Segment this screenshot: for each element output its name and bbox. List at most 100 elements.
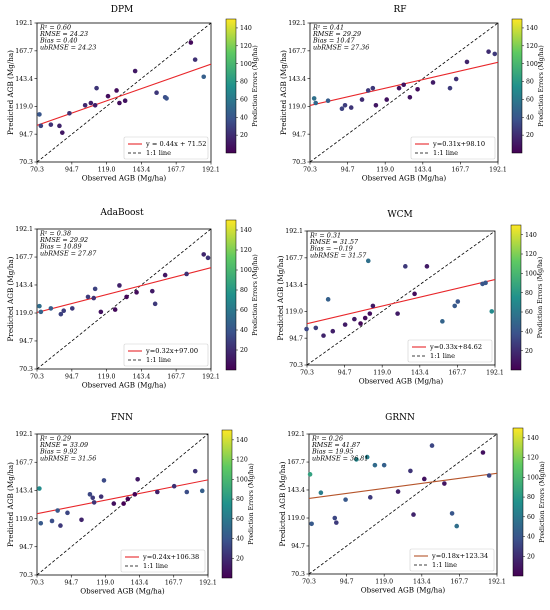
data-point — [429, 443, 435, 448]
data-point — [69, 306, 75, 311]
y-tick-label: 70.3 — [19, 572, 33, 579]
stat-line: Bias = 9.92 — [39, 448, 77, 456]
stat-line: R² = 0.38 — [39, 230, 71, 238]
data-point — [98, 494, 104, 499]
y-tick-label: 94.7 — [19, 131, 33, 138]
legend-one-to-one-label: 1:1 line — [143, 562, 168, 570]
data-point — [309, 521, 314, 527]
colorbar-tick-label: 100 — [526, 61, 538, 68]
y-tick-label: 192.1 — [15, 20, 33, 27]
y-tick-label: 167.7 — [15, 459, 33, 466]
colorbar-tick-label: 60 — [526, 97, 534, 104]
colorbar-label: Prediction Errors (Mg/ha) — [537, 257, 544, 338]
x-axis-label: Observed AGB (Mg/ha) — [362, 174, 447, 183]
chart-panel-dpm: DPM 70.370.3 94.7 94.7 119.0 119.0 143.4 143.4 1… — [6, 5, 259, 183]
data-point — [37, 112, 42, 117]
data-point — [412, 291, 417, 297]
data-point — [452, 303, 458, 309]
data-point — [370, 85, 376, 91]
data-point — [342, 322, 348, 327]
panel-title: RF — [393, 5, 406, 15]
x-tick-label: 70.3 — [302, 579, 316, 586]
y-tick-label: 119.0 — [15, 104, 33, 111]
data-point — [38, 123, 44, 129]
data-point — [313, 325, 319, 331]
x-tick-label: 143.4 — [133, 374, 151, 381]
x-tick-label: 143.4 — [133, 167, 151, 174]
x-tick-label: 94.7 — [338, 370, 352, 377]
one-to-one-line — [37, 23, 211, 162]
x-axis-label: Observed AGB (Mg/ha) — [80, 587, 165, 596]
stat-line: Bias = 10.47 — [312, 37, 355, 45]
colorbar-tick-label: 60 — [236, 516, 244, 523]
data-point — [442, 481, 447, 486]
data-point — [480, 450, 486, 455]
stat-line: ubRMSE = 27.87 — [40, 249, 97, 257]
data-point — [313, 100, 319, 106]
legend-box — [410, 136, 496, 160]
data-point — [403, 264, 408, 269]
colorbar-tick-label: 80 — [240, 287, 248, 294]
stat-line: Bias = 19.95 — [311, 448, 354, 456]
data-point — [311, 96, 317, 101]
data-point — [343, 497, 348, 502]
plot-frame — [36, 22, 212, 163]
data-point — [117, 283, 122, 288]
y-tick-label: 143.4 — [15, 282, 33, 289]
stat-line: ubRMSE = 31.56 — [40, 454, 96, 462]
colorbar-tick-label: 20 — [527, 553, 535, 560]
data-point — [121, 501, 126, 506]
x-tick-label: 119.0 — [98, 374, 116, 381]
x-axis-label: Observed AGB (Mg/ha) — [359, 377, 444, 386]
y-tick-label: 143.4 — [15, 76, 33, 83]
data-point — [192, 57, 198, 62]
panel-title: FNN — [111, 413, 133, 423]
stat-line: R² = 0.26 — [311, 435, 343, 443]
x-axis-label: Observed AGB (Mg/ha) — [82, 381, 167, 390]
chart-panel-adaboost: AdaBoost 70.370.3 94.7 94.7 119.0 119.0 143.4 1… — [6, 208, 259, 390]
colorbar-tick-label: 80 — [526, 79, 534, 86]
x-tick-label: 94.7 — [65, 374, 79, 381]
colorbar-tick-label: 60 — [240, 97, 248, 104]
y-tick-label: 119.0 — [288, 104, 306, 111]
data-point — [122, 98, 128, 104]
data-point — [318, 490, 324, 496]
stat-line: RMSE = 41.87 — [311, 441, 361, 449]
data-point — [370, 303, 376, 309]
data-point — [330, 328, 336, 334]
x-tick-label: 167.7 — [450, 579, 468, 586]
legend-fit-label: y=0.32x+97.00 — [145, 347, 198, 355]
chart-panel-grnn: GRNN 70.370.3 94.7 94.7 119.0 119.0 143.4 143.4… — [278, 413, 546, 595]
x-tick-label: 70.3 — [300, 370, 314, 377]
colorbar-tick-label: 20 — [240, 132, 248, 139]
y-tick-label: 167.7 — [285, 255, 303, 262]
y-tick-label: 143.4 — [287, 487, 305, 494]
data-point — [307, 472, 313, 477]
legend-box — [120, 549, 206, 573]
colorbar — [512, 427, 524, 577]
data-point — [88, 100, 94, 106]
x-tick-label: 70.3 — [30, 167, 44, 174]
colorbar-tick-label: 120 — [527, 455, 539, 462]
colorbar-label: Prediction Errors (Mg/ha) — [538, 45, 545, 126]
y-axis-label: Predicted AGB (Mg/ha) — [278, 461, 287, 546]
data-point — [184, 489, 190, 495]
stat-line: Bias = −0.19 — [309, 245, 353, 253]
data-point — [87, 492, 93, 497]
legend-box — [123, 136, 209, 160]
y-axis-label: Predicted AGB (Mg/ha) — [279, 50, 288, 135]
data-point — [184, 271, 189, 277]
data-point — [408, 468, 413, 474]
legend-one-to-one-label: 1:1 line — [146, 149, 171, 157]
data-point — [105, 93, 111, 99]
stat-line: R² = 0.41 — [312, 24, 344, 32]
data-point — [65, 510, 70, 516]
legend-box — [123, 343, 209, 367]
y-tick-label: 94.7 — [19, 338, 33, 345]
data-point — [92, 286, 98, 292]
chart-panel-fnn: FNN 70.370.3 94.7 94.7 119.0 119.0 143.4 143.4 1… — [6, 413, 255, 596]
data-point — [79, 517, 84, 523]
colorbar — [511, 18, 523, 154]
colorbar-tick-label: 120 — [525, 251, 537, 258]
